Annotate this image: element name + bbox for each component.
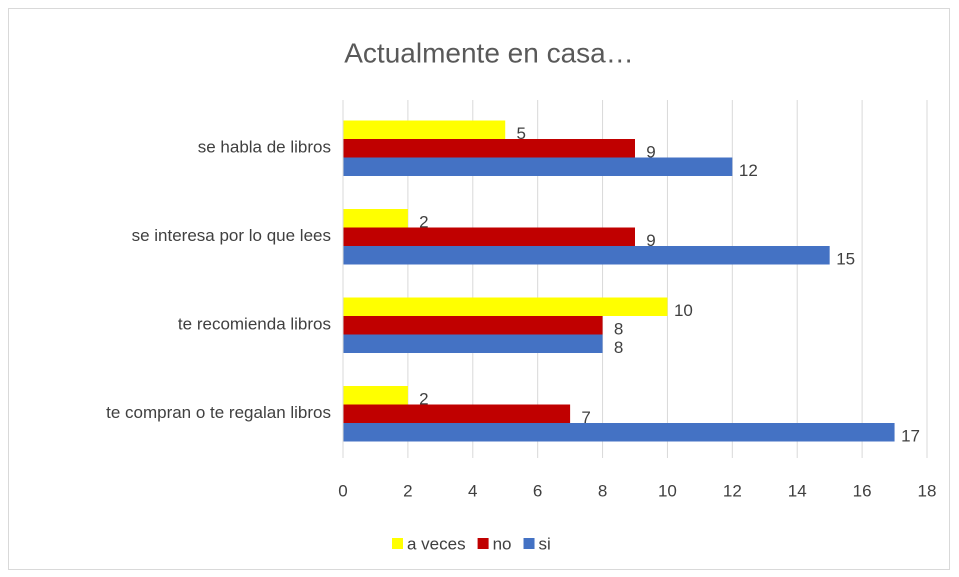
x-tick-label: 16 <box>853 481 872 500</box>
x-tick-label: 18 <box>918 481 937 500</box>
bar <box>343 246 830 265</box>
bar <box>343 297 668 316</box>
bar <box>343 404 571 423</box>
x-tick-label: 4 <box>468 481 477 500</box>
bar <box>343 157 733 176</box>
x-tick-label: 12 <box>723 481 742 500</box>
x-tick-label: 6 <box>533 481 542 500</box>
data-label: 2 <box>419 213 428 232</box>
x-tick-label: 0 <box>338 481 347 500</box>
bar <box>343 316 603 335</box>
legend-swatch <box>477 538 489 549</box>
bar <box>343 139 635 158</box>
data-label: 8 <box>614 320 623 339</box>
x-tick-label: 14 <box>788 481 807 500</box>
data-label: 17 <box>901 427 920 446</box>
data-label: 7 <box>581 408 590 427</box>
y-tick-label: se habla de libros <box>198 138 331 157</box>
bar <box>343 386 408 405</box>
bar <box>343 209 408 228</box>
bar <box>343 120 506 139</box>
chart-border <box>8 8 950 570</box>
data-label: 8 <box>614 338 623 357</box>
legend-label: no <box>493 534 512 553</box>
y-tick-label: te compran o te regalan libros <box>106 403 331 422</box>
legend-label: si <box>539 534 551 553</box>
x-tick-label: 8 <box>598 481 607 500</box>
data-label: 10 <box>674 301 693 320</box>
data-label: 9 <box>646 143 655 162</box>
data-label: 15 <box>836 250 855 269</box>
y-tick-label: te recomienda libros <box>178 315 331 334</box>
y-tick-label: se interesa por lo que lees <box>132 226 331 245</box>
chart-title: Actualmente en casa… <box>344 37 634 68</box>
bar <box>343 227 635 246</box>
data-label: 12 <box>739 161 758 180</box>
x-tick-label: 10 <box>658 481 677 500</box>
x-tick-label: 2 <box>403 481 412 500</box>
legend-label: a veces <box>407 534 466 553</box>
bar <box>343 423 895 442</box>
data-label: 2 <box>419 390 428 409</box>
legend-swatch <box>392 538 403 549</box>
data-label: 9 <box>646 231 655 250</box>
legend-swatch <box>523 538 535 549</box>
data-label: 5 <box>516 124 525 143</box>
bar <box>343 334 603 353</box>
